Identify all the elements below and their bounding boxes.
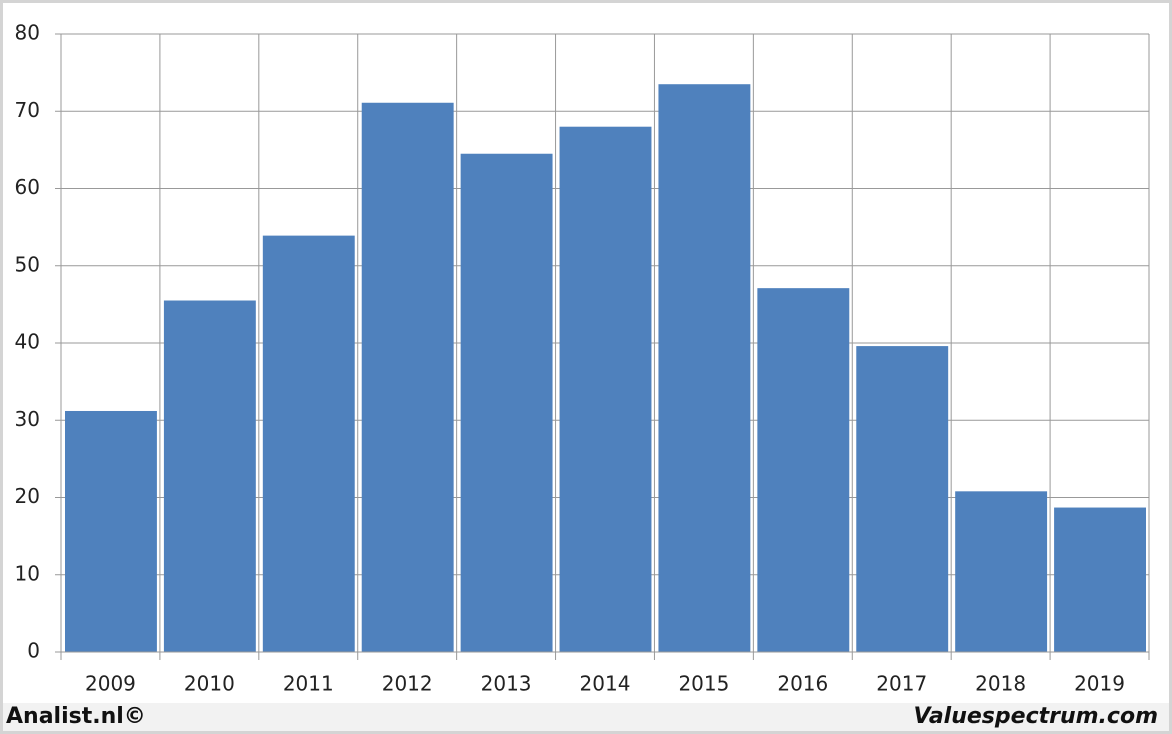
- bar: [1054, 507, 1146, 652]
- y-tick-label: 80: [15, 21, 40, 45]
- bar: [559, 126, 652, 652]
- x-tick-label: 2011: [283, 672, 334, 696]
- y-tick-label: 70: [15, 98, 40, 122]
- bar: [460, 153, 553, 653]
- footer-left: Analist.nl©: [6, 704, 146, 729]
- x-tick-label: 2014: [580, 672, 631, 696]
- x-tick-label: 2010: [184, 672, 235, 696]
- x-tick-label: 2009: [85, 672, 136, 696]
- x-tick-label: 2018: [975, 672, 1026, 696]
- x-tick-label: 2013: [481, 672, 532, 696]
- bar: [65, 410, 157, 652]
- bar: [163, 300, 256, 652]
- bar: [361, 102, 454, 652]
- bar: [262, 235, 355, 652]
- y-tick-label: 30: [15, 407, 40, 431]
- y-tick-label: 10: [15, 561, 40, 585]
- footer-right: Valuespectrum.com: [914, 704, 1158, 729]
- y-tick-label: 20: [15, 484, 40, 508]
- x-tick-label: 2019: [1074, 672, 1125, 696]
- x-tick-label: 2017: [876, 672, 927, 696]
- x-tick-label: 2015: [678, 672, 729, 696]
- y-tick-label: 40: [15, 330, 40, 354]
- bar: [757, 288, 850, 652]
- x-tick-label: 2012: [382, 672, 433, 696]
- bar: [856, 346, 949, 652]
- y-tick-label: 50: [15, 252, 40, 276]
- bar: [955, 491, 1048, 652]
- footer-band: [3, 703, 1169, 731]
- y-tick-label: 60: [15, 175, 40, 199]
- x-tick-label: 2016: [777, 672, 828, 696]
- bar: [658, 84, 751, 652]
- y-tick-label: 0: [27, 639, 40, 663]
